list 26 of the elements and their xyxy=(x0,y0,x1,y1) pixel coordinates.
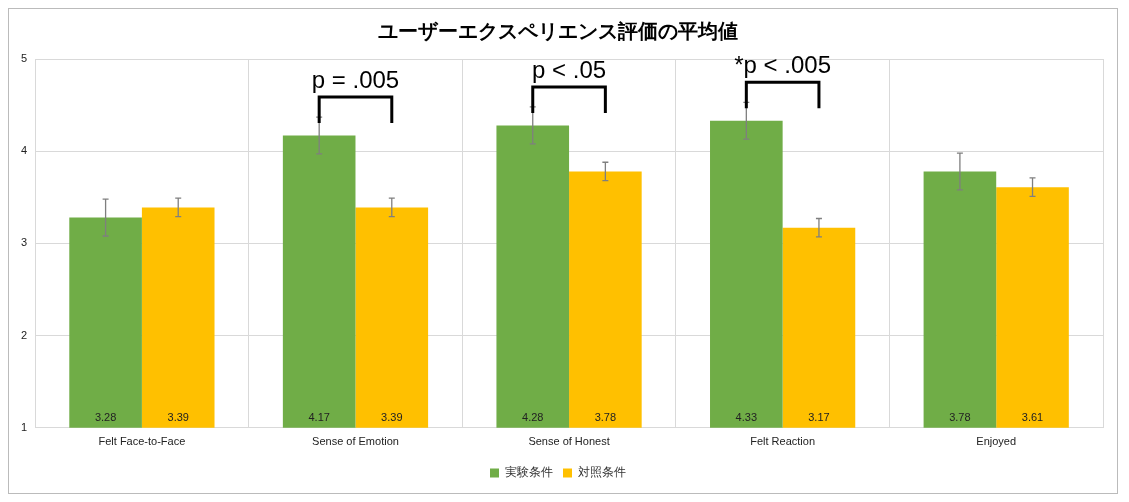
data-label: 3.78 xyxy=(949,411,971,424)
y-tick-label: 3 xyxy=(20,236,28,249)
data-label: 3.39 xyxy=(167,411,189,424)
chart-title: ユーザーエクスペリエンス評価の平均値 xyxy=(378,19,738,44)
x-tick-label: Felt Face-to-Face xyxy=(98,435,186,448)
x-tick-label: Felt Reaction xyxy=(750,435,816,448)
y-tick-label: 2 xyxy=(20,328,28,341)
legend-label: 実験条件 xyxy=(505,465,553,480)
data-label: 3.39 xyxy=(381,411,403,424)
annotation: p = .005 xyxy=(311,65,400,93)
annotation: p < .05 xyxy=(532,55,607,83)
data-label: 4.28 xyxy=(522,411,544,424)
x-tick-label: Sense of Honest xyxy=(528,435,610,448)
data-label: 3.61 xyxy=(1021,411,1044,424)
data-label: 3.78 xyxy=(594,411,617,424)
y-tick-label: 5 xyxy=(20,52,28,65)
data-label: 3.28 xyxy=(94,411,117,424)
x-tick-label: Sense of Emotion xyxy=(312,435,399,448)
y-tick-label: 4 xyxy=(20,144,28,157)
y-tick-label: 1 xyxy=(20,420,28,433)
data-label: 4.17 xyxy=(308,411,330,424)
legend-label: 対照条件 xyxy=(578,465,626,480)
data-label: 4.33 xyxy=(735,411,758,424)
annotation: *p < .005 xyxy=(734,50,832,78)
data-label: 3.17 xyxy=(808,411,830,424)
x-tick-label: Enjoyed xyxy=(976,435,1017,448)
